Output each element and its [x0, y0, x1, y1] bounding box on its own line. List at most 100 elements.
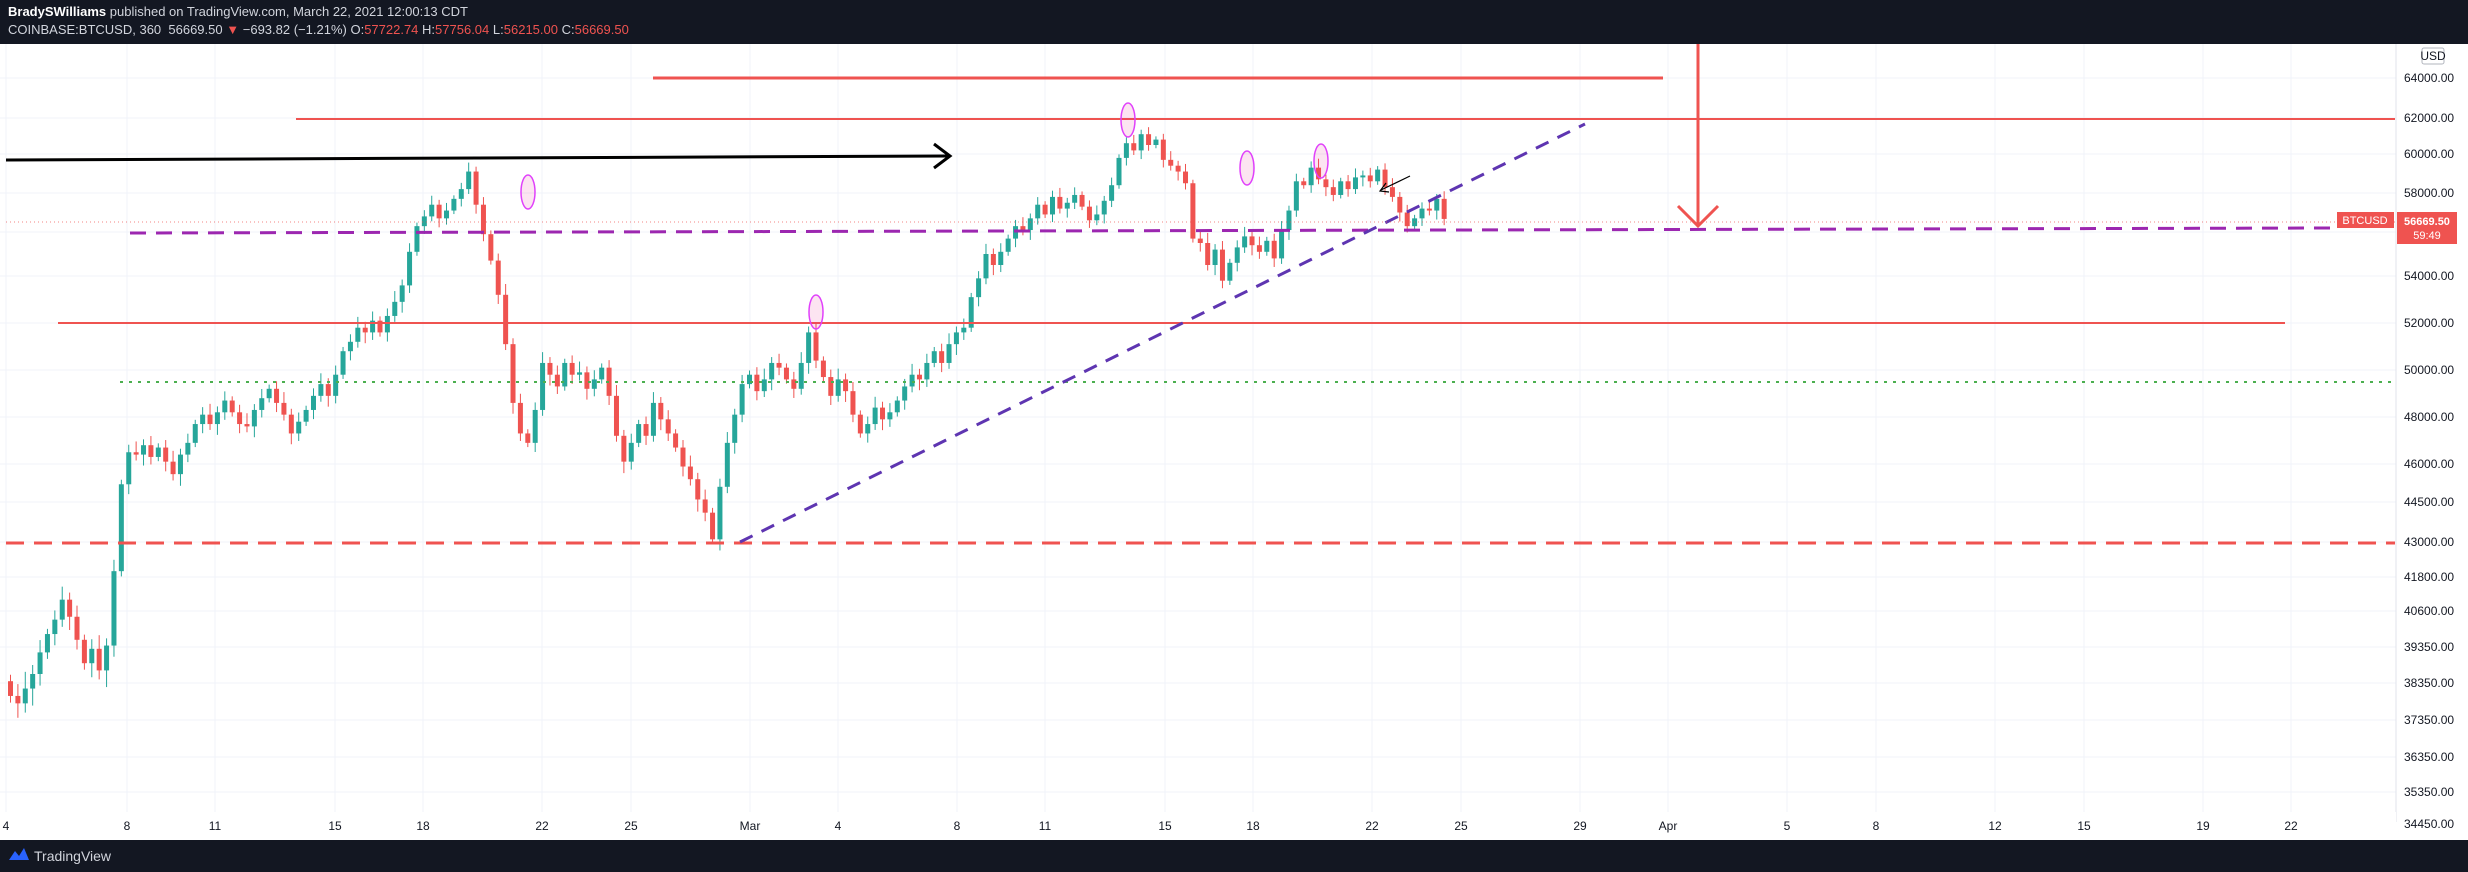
x-tick-label: 15 — [1158, 819, 1172, 833]
candle-body — [436, 204, 442, 219]
neckline-dashed[interactable] — [129, 226, 2331, 235]
y-tick-label: 34450.00 — [2404, 817, 2454, 831]
symbol-tag[interactable] — [2337, 212, 2394, 228]
highlight-ellipse[interactable] — [1239, 150, 1255, 186]
pointer-arrow-head-icon — [1378, 182, 1390, 193]
candle-body — [554, 374, 560, 387]
high-value: 57756.04 — [435, 22, 490, 37]
candle-body — [828, 377, 834, 396]
candle-body — [1330, 187, 1336, 195]
candle-body — [392, 301, 398, 316]
candle-body — [429, 204, 435, 217]
highlight-ellipse[interactable] — [1313, 143, 1329, 179]
candle-body — [111, 571, 117, 646]
candle-body — [813, 332, 819, 361]
candle-body — [820, 360, 826, 378]
trendline-dashed[interactable] — [739, 122, 1586, 544]
candle-body — [783, 367, 789, 380]
x-tick-label: 5 — [1784, 819, 1791, 833]
candle-body — [1234, 247, 1240, 263]
y-tick-label: 39350.00 — [2404, 640, 2454, 654]
candle-body — [52, 619, 58, 635]
y-tick-label: 35350.00 — [2404, 785, 2454, 799]
candle-body — [754, 374, 760, 392]
candle-body — [310, 395, 316, 410]
candle-body — [141, 445, 147, 455]
high-label: H: — [422, 22, 436, 37]
candle-body — [362, 327, 368, 333]
candle-body — [170, 461, 176, 475]
candle-body — [1197, 238, 1203, 243]
candle-body — [902, 386, 908, 401]
candle-body — [1264, 240, 1270, 252]
candle-body — [214, 412, 220, 425]
candle-body — [444, 210, 450, 219]
candles-layer — [8, 127, 1447, 718]
candle-body — [798, 362, 804, 389]
candle-body — [776, 362, 782, 368]
candle-body — [15, 695, 21, 704]
price-axis[interactable]: USD 64000.0062000.0060000.0058000.005600… — [2337, 44, 2468, 831]
candle-body — [1027, 218, 1033, 231]
candle-body — [1175, 165, 1181, 172]
candle-body — [8, 681, 13, 696]
currency-box[interactable] — [2421, 47, 2445, 65]
candle-body — [606, 367, 612, 396]
candle-body — [857, 414, 863, 434]
candle-body — [466, 171, 472, 190]
candle-body — [1382, 169, 1388, 188]
candle-body — [880, 407, 886, 420]
tradingview-logo-icon[interactable] — [8, 846, 30, 864]
candle-body — [1256, 245, 1262, 252]
candle-body — [1227, 262, 1233, 281]
highlight-ellipse[interactable] — [808, 294, 824, 330]
x-tick-label: 29 — [1573, 819, 1587, 833]
x-tick-label: Mar — [740, 819, 761, 833]
candle-body — [488, 234, 494, 261]
x-tick-label: 8 — [1873, 819, 1880, 833]
symbol-label[interactable]: COINBASE:BTCUSD, 360 — [8, 22, 162, 37]
candle-body — [599, 367, 605, 380]
candle-body — [517, 402, 523, 434]
candle-body — [1389, 187, 1395, 197]
x-tick-label: 8 — [124, 819, 131, 833]
candle-body — [939, 351, 945, 363]
black-arrow-line[interactable] — [5, 154, 949, 162]
candle-body — [303, 409, 309, 422]
candle-body — [525, 433, 531, 443]
highlight-ellipse[interactable] — [1120, 102, 1136, 138]
candle-body — [924, 362, 930, 380]
highlight-ellipse[interactable] — [520, 174, 536, 210]
last-price: 56669.50 — [168, 22, 223, 37]
candle-body — [281, 402, 287, 415]
candle-body — [1219, 249, 1225, 281]
candle-body — [1042, 204, 1048, 215]
candle-body — [333, 374, 339, 396]
candle-body — [547, 362, 553, 375]
price-tag[interactable] — [2397, 212, 2457, 244]
x-tick-labels: 4 8 11 15 18 22 25 Mar 4 8 11 15 18 22 25 29 Apr 5 8 12 15 19… — [3, 819, 2298, 833]
pointer-arrow-line[interactable] — [1380, 175, 1411, 191]
candle-body — [835, 379, 841, 396]
candle-body — [717, 486, 723, 540]
candle-body — [251, 409, 257, 427]
candle-body — [1079, 194, 1085, 207]
footer-brand[interactable]: TradingView — [34, 848, 112, 864]
candle-body — [894, 400, 900, 413]
candle-body — [118, 484, 124, 572]
candle-body — [148, 445, 154, 457]
price-chart[interactable]: USD 64000.0062000.0060000.0058000.005600… — [0, 44, 2468, 840]
candle-body — [1131, 143, 1137, 151]
y-tick-label: 38350.00 — [2404, 676, 2454, 690]
open-value: 57722.74 — [364, 22, 419, 37]
price-tag-value: 56669.50 — [2404, 216, 2450, 228]
time-axis[interactable]: 4 8 11 15 18 22 25 Mar 4 8 11 15 18 22 25 29 Apr 5 8 12 15 19… — [0, 812, 2396, 840]
candle-body — [30, 674, 36, 689]
candle-body — [1360, 175, 1366, 178]
x-tick-label: 11 — [1039, 819, 1052, 833]
candle-body — [296, 421, 302, 434]
author-name[interactable]: BradySWilliams — [8, 4, 107, 19]
candle-body — [665, 419, 671, 434]
low-value: 56215.00 — [503, 22, 558, 37]
candle-body — [1101, 200, 1107, 215]
